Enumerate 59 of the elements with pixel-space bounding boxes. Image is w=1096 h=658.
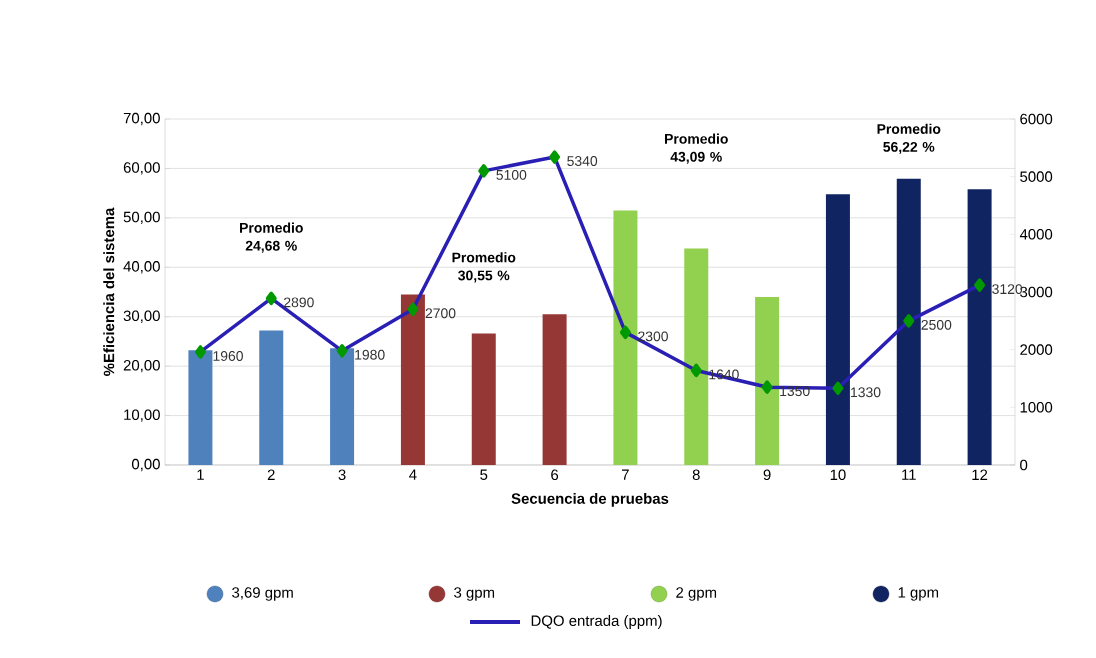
data-label: 5100 bbox=[496, 169, 527, 180]
data-label: 1350 bbox=[780, 386, 810, 397]
bar bbox=[188, 350, 213, 465]
bar bbox=[825, 194, 850, 465]
legend-label: 3,69 gpm bbox=[232, 587, 293, 601]
data-label: 2500 bbox=[921, 319, 952, 330]
legend-label: 3 gpm bbox=[454, 587, 495, 601]
x-tick-label: 10 bbox=[830, 469, 846, 481]
bar bbox=[613, 210, 638, 465]
annotation: Promedio 24,68 % bbox=[240, 222, 303, 253]
data-label: 1980 bbox=[355, 349, 385, 360]
annotation: Promedio 30,55 % bbox=[452, 252, 516, 283]
y-tick-label: 70,00 bbox=[123, 112, 160, 126]
bar bbox=[542, 314, 567, 465]
x-tick-label: 4 bbox=[409, 469, 417, 480]
x-axis-title: Secuencia de pruebas bbox=[511, 492, 669, 507]
bar bbox=[684, 248, 709, 465]
data-label: 1960 bbox=[213, 351, 243, 361]
x-tick-label: 7 bbox=[622, 469, 629, 480]
x-tick-label: 6 bbox=[551, 469, 559, 481]
data-label: 2700 bbox=[425, 308, 456, 319]
y2-tick-label: 1000 bbox=[1020, 402, 1053, 413]
legend-label: 2 gpm bbox=[676, 587, 717, 601]
x-tick-label: 5 bbox=[480, 469, 488, 480]
x-tick-label: 2 bbox=[267, 469, 275, 480]
x-tick-label: 1 bbox=[197, 469, 204, 480]
y2-tick-label: 4000 bbox=[1019, 229, 1053, 240]
x-tick-label: 12 bbox=[972, 469, 988, 480]
x-tick-label: 9 bbox=[763, 469, 771, 481]
legend-label: 1 gpm bbox=[898, 587, 939, 601]
bar bbox=[330, 348, 355, 465]
bar bbox=[259, 330, 284, 465]
y-tick-label: 0,00 bbox=[131, 458, 160, 472]
x-tick-label: 8 bbox=[692, 469, 700, 481]
y2-tick-label: 6000 bbox=[1020, 113, 1053, 125]
data-label: 1330 bbox=[851, 387, 881, 398]
y2-tick-label: 5000 bbox=[1020, 171, 1053, 182]
y-tick-label: 20,00 bbox=[123, 359, 160, 373]
annotation: Promedio 56,22 % bbox=[877, 123, 941, 154]
y2-tick-label: 0 bbox=[1020, 459, 1028, 471]
bar bbox=[400, 294, 425, 465]
bar bbox=[967, 189, 992, 465]
x-tick-label: 3 bbox=[338, 469, 346, 481]
annotation: Promedio 43,09 % bbox=[665, 133, 728, 164]
data-label: 5340 bbox=[567, 156, 598, 166]
y2-tick-label: 2000 bbox=[1020, 344, 1053, 355]
data-label: 2890 bbox=[284, 297, 314, 308]
y-axis-title: %Eficiencia del sistema bbox=[103, 207, 115, 376]
y-tick-label: 30,00 bbox=[123, 310, 160, 323]
y-tick-label: 40,00 bbox=[123, 261, 160, 274]
x-tick-label: 11 bbox=[902, 469, 916, 480]
y-tick-label: 10,00 bbox=[124, 409, 160, 422]
data-label: 2300 bbox=[638, 331, 668, 342]
bar bbox=[471, 333, 496, 465]
bar bbox=[896, 178, 921, 465]
y-tick-label: 60,00 bbox=[123, 162, 160, 175]
legend-label: DQO entrada (ppm) bbox=[531, 615, 662, 629]
y-tick-label: 50,00 bbox=[123, 211, 160, 225]
bar bbox=[755, 296, 780, 465]
